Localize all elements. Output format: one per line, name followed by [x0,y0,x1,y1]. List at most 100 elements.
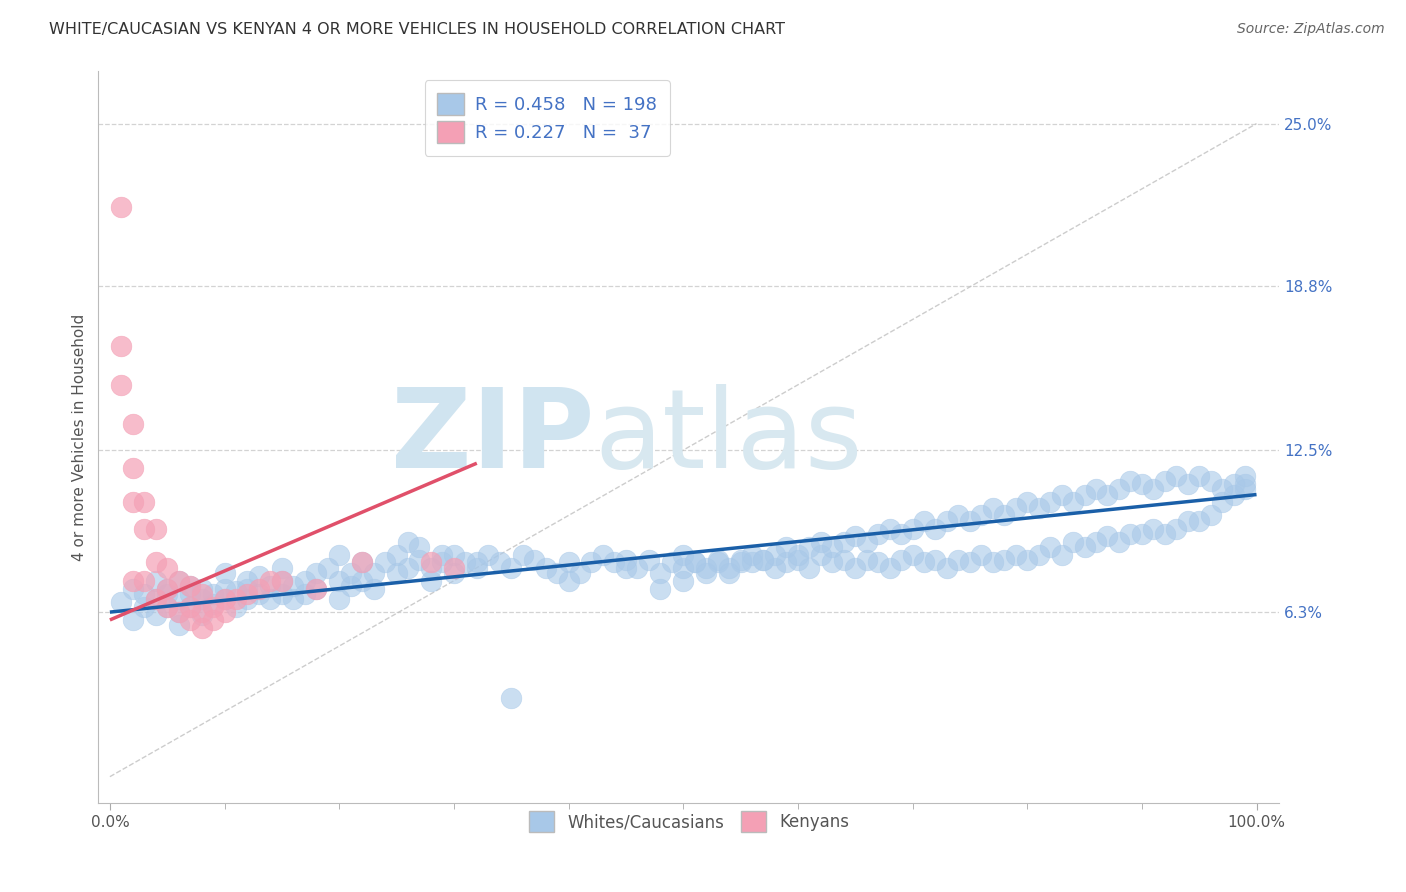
Point [110,594,132,608]
Point [1085,483,1108,497]
Point [786,553,808,567]
Point [799,540,821,554]
Point [488,556,510,570]
Point [775,540,797,554]
Point [145,521,167,535]
Point [695,566,717,580]
Point [225,592,247,607]
Point [890,553,912,567]
Point [225,584,247,599]
Point [650,566,672,580]
Point [465,560,488,574]
Point [179,599,201,614]
Point [145,574,167,588]
Point [752,553,775,567]
Point [832,534,855,549]
Point [730,553,752,567]
Point [110,339,132,353]
Point [156,587,179,601]
Point [672,574,695,588]
Point [1153,526,1175,541]
Point [821,540,844,554]
Point [763,560,786,574]
Point [650,582,672,596]
Point [339,566,361,580]
Point [672,560,695,574]
Point [202,597,225,611]
Point [959,556,981,570]
Point [156,560,179,574]
Point [1142,483,1164,497]
Point [145,556,167,570]
Point [385,566,408,580]
Point [935,560,957,574]
Point [270,560,292,574]
Point [190,605,212,619]
Point [328,592,350,607]
Point [1119,475,1142,489]
Point [1166,469,1188,483]
Point [167,618,190,632]
Point [1017,495,1039,509]
Y-axis label: 4 or more Vehicles in Household: 4 or more Vehicles in Household [72,313,87,561]
Point [810,534,832,549]
Point [844,529,866,543]
Point [1028,500,1050,515]
Point [190,607,212,622]
Point [901,521,924,535]
Point [294,587,316,601]
Point [121,495,143,509]
Point [214,582,236,596]
Point [420,574,443,588]
Point [501,691,523,706]
Point [328,574,350,588]
Point [592,548,614,562]
Point [352,574,374,588]
Point [786,548,808,562]
Point [167,605,190,619]
Point [294,574,316,588]
Point [924,553,946,567]
Point [879,521,901,535]
Point [1234,483,1257,497]
Point [1028,548,1050,562]
Point [1130,526,1153,541]
Point [167,574,190,588]
Point [408,540,430,554]
Point [1142,521,1164,535]
Point [190,587,212,601]
Point [948,553,970,567]
Point [305,582,328,596]
Point [145,592,167,607]
Point [202,613,225,627]
Point [661,556,683,570]
Point [603,556,626,570]
Point [1166,521,1188,535]
Point [121,582,143,596]
Point [167,592,190,607]
Point [1234,469,1257,483]
Point [270,574,292,588]
Point [718,566,741,580]
Point [283,579,305,593]
Point [236,582,259,596]
Point [179,613,201,627]
Point [890,526,912,541]
Point [432,556,454,570]
Point [179,579,201,593]
Point [1108,534,1130,549]
Point [855,534,877,549]
Point [1234,477,1257,491]
Point [363,566,385,580]
Point [443,560,465,574]
Point [396,534,419,549]
Point [821,556,844,570]
Point [810,548,832,562]
Point [305,566,328,580]
Point [935,514,957,528]
Point [1108,483,1130,497]
Point [443,566,465,580]
Point [844,560,866,574]
Point [924,521,946,535]
Point [156,582,179,596]
